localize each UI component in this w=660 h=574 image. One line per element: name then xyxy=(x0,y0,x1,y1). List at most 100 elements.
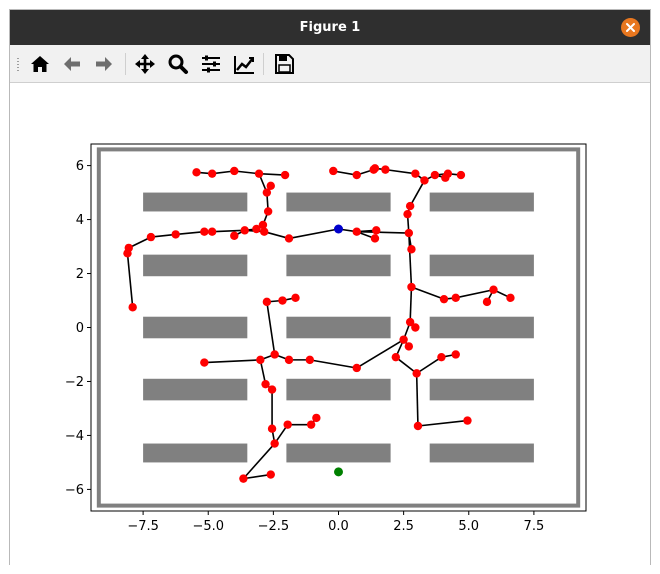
tree-node xyxy=(463,416,472,425)
tree-edge xyxy=(417,419,468,427)
start-point xyxy=(334,224,343,234)
tree-node xyxy=(146,232,156,242)
tree-node xyxy=(252,224,261,234)
title-bar[interactable]: Figure 1 xyxy=(10,10,650,45)
back-arrow-icon xyxy=(64,57,80,71)
tree-node xyxy=(128,303,137,312)
edit-axes-button[interactable] xyxy=(229,49,259,79)
tree-edge xyxy=(416,356,442,375)
close-button[interactable] xyxy=(621,18,640,37)
tree-edge xyxy=(309,359,357,369)
tree-node xyxy=(439,294,449,304)
tree-node xyxy=(207,227,217,236)
tree-node xyxy=(270,439,279,448)
tree-node xyxy=(256,355,265,365)
tree-edge xyxy=(385,168,416,175)
tree-edge xyxy=(356,230,409,234)
x-tick-label: −7.5 xyxy=(127,519,159,534)
configure-subplots-button[interactable] xyxy=(196,49,226,79)
obstacle-block xyxy=(286,316,391,339)
y-tick-label: 6 xyxy=(76,159,84,174)
tree-node xyxy=(266,470,275,479)
tree-edge xyxy=(258,172,286,176)
tree-node xyxy=(258,220,268,230)
obstacle-block xyxy=(143,443,248,463)
x-tick-label: −2.5 xyxy=(258,519,290,534)
obstacle-block xyxy=(286,254,391,277)
tree-node xyxy=(280,170,290,180)
tree-node xyxy=(489,285,498,294)
tree-node xyxy=(200,358,209,367)
tree-node xyxy=(456,170,466,180)
tree-node xyxy=(369,165,378,174)
tree-node xyxy=(207,169,217,178)
sliders-icon xyxy=(202,55,220,73)
tree-edge xyxy=(243,473,271,480)
tree-node xyxy=(266,181,275,191)
tree-node xyxy=(171,230,180,239)
edit-curve-icon xyxy=(234,56,254,74)
tree-edge xyxy=(408,233,413,288)
tree-edge xyxy=(455,288,494,299)
tree-node xyxy=(404,228,414,238)
tree-node xyxy=(381,165,390,174)
tree-edge xyxy=(411,286,445,300)
tree-node xyxy=(437,352,446,362)
tree-edge xyxy=(288,228,339,240)
tree-node xyxy=(260,227,269,236)
tree-node xyxy=(305,355,315,365)
tree-node xyxy=(254,169,264,178)
back-button[interactable] xyxy=(57,49,87,79)
y-tick-label: 4 xyxy=(76,213,84,228)
forward-button[interactable] xyxy=(89,49,119,79)
y-tick-label: 2 xyxy=(76,267,84,282)
obstacle-block xyxy=(286,378,391,401)
tree-node xyxy=(267,424,277,433)
figure-canvas[interactable]: −7.5 −5.0 −2.5 0.0 2.5 5.0 7.5 −6 −4 −2 0 2 4 6 xyxy=(10,83,650,565)
tree-node xyxy=(230,166,239,176)
tree-node xyxy=(352,170,361,180)
tree-edge xyxy=(356,338,405,369)
tree-node xyxy=(482,297,492,307)
window-title: Figure 1 xyxy=(299,20,361,35)
tree-edge xyxy=(204,359,261,364)
tree-node xyxy=(404,342,414,351)
tree-node xyxy=(352,227,361,236)
home-icon xyxy=(31,56,49,72)
toolbar-separator xyxy=(263,53,264,75)
obstacle-block xyxy=(143,316,248,339)
plot-svg[interactable]: −7.5 −5.0 −2.5 0.0 2.5 5.0 7.5 −6 −4 −2 0 2 4 6 xyxy=(10,83,650,565)
tree-node xyxy=(407,245,416,254)
tree-node xyxy=(407,282,416,292)
figure-window: Figure 1 xyxy=(9,9,651,565)
pan-button[interactable] xyxy=(130,49,160,79)
tree-node xyxy=(291,293,300,303)
tree-node xyxy=(262,188,272,197)
obstacle-block xyxy=(286,443,391,463)
tree-node xyxy=(405,201,415,211)
obstacle-block xyxy=(143,192,248,212)
tree-edge xyxy=(242,443,276,480)
save-button[interactable] xyxy=(269,49,299,79)
x-tick-label: 5.0 xyxy=(458,519,479,534)
tree-node xyxy=(284,355,294,365)
tree-node xyxy=(405,317,415,327)
tree-node xyxy=(411,169,420,178)
goal-point xyxy=(334,467,343,477)
forward-arrow-icon xyxy=(96,57,112,71)
obstacle-block xyxy=(286,192,391,212)
tree-node xyxy=(451,293,460,303)
tree-edge xyxy=(415,373,419,427)
x-tick-label: 0.0 xyxy=(328,519,349,534)
pan-move-icon xyxy=(135,54,155,74)
y-tick-label: −6 xyxy=(65,483,84,498)
toolbar-grip[interactable] xyxy=(16,57,20,73)
home-button[interactable] xyxy=(25,49,55,79)
zoom-button[interactable] xyxy=(163,49,193,79)
tree-node xyxy=(278,296,287,305)
tree-node xyxy=(261,379,270,389)
toolbar-separator xyxy=(125,53,126,75)
zoom-magnifier-icon xyxy=(168,54,188,74)
toolbar xyxy=(10,45,650,83)
y-tick-label: −2 xyxy=(65,375,84,390)
